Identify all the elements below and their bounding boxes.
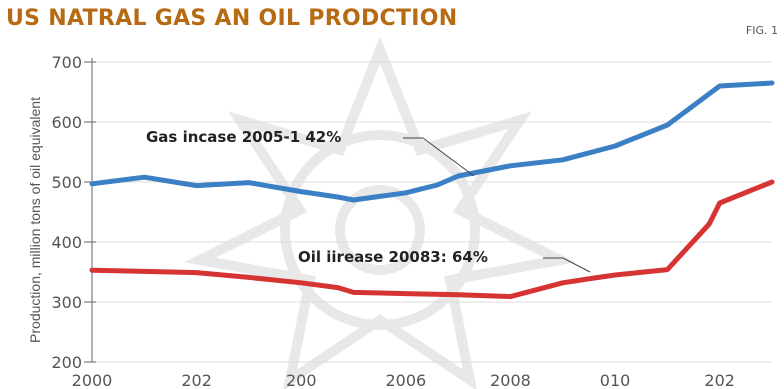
series-line-oil xyxy=(89,179,775,300)
annotation-leader xyxy=(543,257,591,273)
grid-lines xyxy=(92,61,772,363)
y-tick-label: 700 xyxy=(51,53,82,72)
series-lines xyxy=(89,80,775,300)
y-tick-label: 300 xyxy=(51,293,82,312)
y-axis-label: Production, million tons of oil equivale… xyxy=(27,97,43,343)
y-tick-label: 200 xyxy=(51,353,82,372)
y-tick-label: 600 xyxy=(51,113,82,132)
series-line-gas xyxy=(89,80,775,203)
x-tick-label: 202 xyxy=(181,371,212,389)
figure-label: FIG. 1 xyxy=(745,24,778,37)
y-tick-label: 500 xyxy=(51,173,82,192)
annotation-label: Oil iirease 20083: 64% xyxy=(298,248,488,266)
background-ornament xyxy=(184,36,576,389)
annotation-label: Gas incase 2005-1 42% xyxy=(146,128,341,146)
x-tick-label: 200 xyxy=(286,371,317,389)
chart-title: US NATRAL GAS AN OIL PRODCTION xyxy=(6,6,458,31)
x-tick-label: 2006 xyxy=(385,371,426,389)
x-tick-label: 2008 xyxy=(490,371,531,389)
x-tick-label: 010 xyxy=(600,371,631,389)
x-tick-label: 2000 xyxy=(72,371,113,389)
annotation-leader xyxy=(403,137,475,177)
x-tick-label: 202 xyxy=(704,371,735,389)
annotations: Gas incase 2005-1 42% Oil iirease 20083: … xyxy=(146,128,591,273)
axes: 200 300 400 500 600 700 2000 202 200 2006 2008 010 2… xyxy=(27,53,735,389)
y-tick-label: 400 xyxy=(51,233,82,252)
